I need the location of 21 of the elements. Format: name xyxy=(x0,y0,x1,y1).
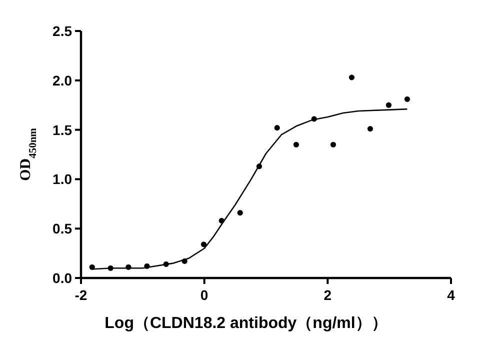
point xyxy=(348,74,355,80)
x-tick-label: 4 xyxy=(447,287,456,303)
point xyxy=(89,264,95,270)
x-tick-label: 2 xyxy=(324,287,332,303)
point xyxy=(330,142,336,148)
point xyxy=(404,96,410,102)
point xyxy=(237,210,243,216)
y-tick-label: 2.5 xyxy=(52,23,72,39)
point xyxy=(293,142,300,148)
point xyxy=(367,126,374,132)
y-tick-label: 0.0 xyxy=(52,270,72,286)
point xyxy=(200,242,207,248)
y-tick-label: 0.5 xyxy=(52,220,72,237)
y-tick-label: 1.5 xyxy=(52,122,72,138)
y-tick-label: 2.0 xyxy=(52,72,72,88)
y-tick-label: 1.0 xyxy=(52,171,72,188)
point xyxy=(274,125,280,131)
x-tick-label: 0 xyxy=(200,287,208,303)
x-tick-label: -2 xyxy=(74,287,88,303)
x-axis-title: Log（CLDN18.2 antibody（ng/ml）） xyxy=(104,315,388,332)
point xyxy=(386,102,392,108)
